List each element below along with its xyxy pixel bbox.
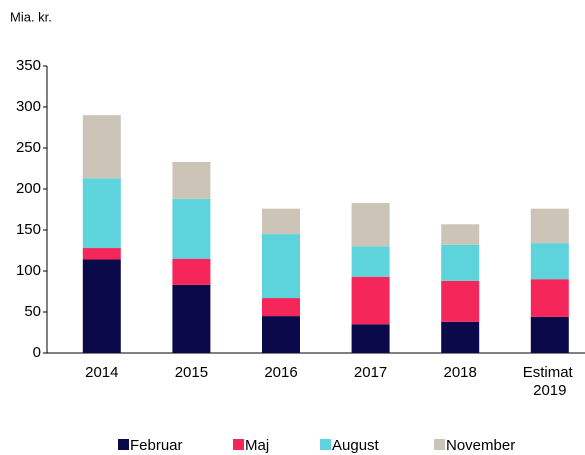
x-tick-label: Estimat 2019 (523, 364, 577, 399)
bar-segment (262, 234, 300, 299)
bar-segment (351, 324, 390, 353)
bar-segment (172, 258, 211, 285)
legend-label: Februar (130, 437, 183, 454)
bar-segment (351, 246, 390, 277)
x-tick-label: 2016 (264, 364, 297, 381)
bar-segment (441, 224, 480, 245)
y-tick-label: 300 (16, 98, 41, 115)
y-tick-label: 200 (16, 180, 41, 197)
y-tick-label: 50 (24, 303, 41, 320)
legend-label: August (332, 437, 380, 454)
bar-segment (82, 248, 121, 260)
bar-segment (172, 198, 211, 259)
bar-segment (262, 298, 300, 317)
legend-swatch (118, 439, 129, 450)
bar-segment (351, 202, 390, 247)
bar-segment (530, 279, 569, 317)
bar-segment (262, 208, 300, 235)
bar-segment (82, 259, 121, 353)
x-tick-label: 2015 (175, 364, 208, 381)
bar-segment (441, 280, 480, 322)
x-tick-label: 2014 (85, 364, 118, 381)
legend-label: Maj (245, 437, 269, 454)
y-tick-label: 350 (16, 57, 41, 74)
y-tick-label: 0 (33, 344, 41, 361)
bar-segment (530, 243, 569, 280)
x-tick-label: 2018 (444, 364, 477, 381)
bar-segment (82, 178, 121, 249)
legend-swatch (233, 439, 244, 450)
x-tick-label: 2017 (354, 364, 387, 381)
y-axis-label: Mia. kr. (10, 9, 52, 24)
bar-segment (441, 244, 480, 281)
bar-segment (172, 161, 211, 199)
bar-segment (172, 284, 211, 353)
bar-segment (441, 321, 480, 353)
legend-swatch (434, 439, 445, 450)
bar-segment (530, 316, 569, 353)
bar-segment (262, 316, 300, 353)
bar-segment (351, 276, 390, 325)
y-tick-label: 100 (16, 262, 41, 279)
bar-segment (82, 115, 121, 179)
legend-label: November (446, 437, 515, 454)
y-tick-label: 150 (16, 221, 41, 238)
bar-segment (530, 208, 569, 244)
y-tick-label: 250 (16, 139, 41, 156)
legend-swatch (320, 439, 331, 450)
